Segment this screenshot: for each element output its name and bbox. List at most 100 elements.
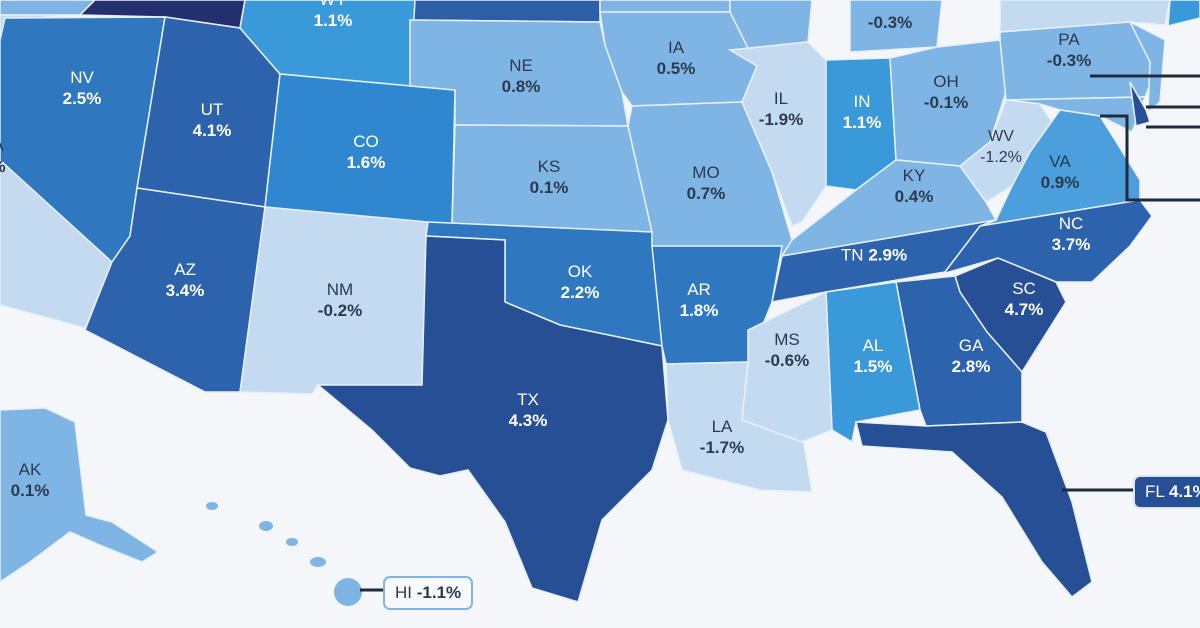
state-abbr: TN xyxy=(840,245,864,265)
state-abbr: OK xyxy=(567,262,593,281)
label-ar: AR 1.8% xyxy=(680,279,719,321)
label-ms: MS -0.6% xyxy=(765,329,809,371)
state-abbr: KS xyxy=(537,157,561,176)
state-value: -0.6% xyxy=(764,351,810,370)
label-il: IL -1.9% xyxy=(759,88,803,130)
state-abbr: NC xyxy=(1058,214,1084,233)
state-value: -0.3% xyxy=(867,13,913,32)
state-value: 0.7% xyxy=(686,184,726,203)
label-mi: MI-0.3% xyxy=(868,0,912,33)
label-va: VA 0.9% xyxy=(1041,151,1080,193)
label-ok: OK 2.2% xyxy=(561,261,600,303)
state-fl xyxy=(855,421,1093,599)
state-value: -0.1% xyxy=(923,93,969,112)
state-value: -0.3% xyxy=(1046,51,1092,70)
state-abbr: WY xyxy=(314,0,353,10)
state-value: 3.7% xyxy=(1051,235,1091,254)
state-value: 4.7% xyxy=(1004,300,1044,319)
label-az: AZ 3.4% xyxy=(166,259,205,301)
label-wy: WY1.1% xyxy=(314,0,353,31)
state-abbr: MO xyxy=(692,163,720,182)
state-value: % xyxy=(0,156,6,177)
state-abbr: PA xyxy=(1058,30,1080,49)
state-value: 1.6% xyxy=(346,153,386,172)
callout-hi: HI -1.1% xyxy=(383,576,474,610)
state-abbr: OH xyxy=(933,72,959,91)
state-abbr: HI xyxy=(395,583,412,602)
state-abbr: SC xyxy=(1012,279,1036,298)
state-abbr: IA xyxy=(667,38,685,57)
state-abbr: CO xyxy=(353,132,379,151)
state-tx xyxy=(315,235,669,603)
state-value: 0.4% xyxy=(894,187,934,206)
state-abbr: AR xyxy=(687,280,711,299)
state-or xyxy=(0,0,97,16)
label-co: CO 1.6% xyxy=(347,131,386,173)
state-mn xyxy=(599,0,731,13)
state-value: 4.3% xyxy=(508,411,548,430)
state-value: 1.1% xyxy=(313,11,353,30)
label-al: AL 1.5% xyxy=(854,335,893,377)
state-ne-region xyxy=(1167,0,1200,27)
label-ks: KS 0.1% xyxy=(530,156,569,198)
state-value: -1.9% xyxy=(758,110,804,129)
label-tn: TN 2.9% xyxy=(841,245,907,266)
state-ny xyxy=(999,0,1171,33)
state-abbr: KY xyxy=(902,166,926,185)
state-abbr: MS xyxy=(774,330,800,349)
state-abbr: WV xyxy=(988,128,1014,145)
label-ia: IA 0.5% xyxy=(657,37,696,79)
state-value: 0.1% xyxy=(529,178,569,197)
state-value: -0.2% xyxy=(317,301,363,320)
state-sd xyxy=(409,0,601,23)
state-value: -1.1% xyxy=(416,583,462,602)
state-ak xyxy=(0,407,160,583)
state-abbr: TX xyxy=(517,390,539,409)
state-value: 0.5% xyxy=(656,59,696,78)
state-de xyxy=(1129,81,1151,127)
label-sc: SC 4.7% xyxy=(1005,278,1044,320)
state-abbr: AZ xyxy=(174,260,196,279)
leader-lines xyxy=(360,74,1200,592)
label-wv: WV -1.2% xyxy=(980,126,1022,168)
state-abbr: A xyxy=(0,135,6,156)
label-tx: TX 4.3% xyxy=(509,389,548,431)
state-value: 2.8% xyxy=(951,357,991,376)
label-oh: OH -0.1% xyxy=(924,71,968,113)
state-value: 1.8% xyxy=(679,301,719,320)
state-abbr: NE xyxy=(509,56,533,75)
label-ky: KY 0.4% xyxy=(895,165,934,207)
callout-fl: FL 4.1% xyxy=(1133,475,1200,509)
state-abbr: IN xyxy=(853,92,871,111)
state-hi xyxy=(206,502,362,606)
label-nm: NM -0.2% xyxy=(318,279,362,321)
label-mo: MO 0.7% xyxy=(687,162,726,204)
state-value: 0.1% xyxy=(10,481,50,500)
label-ak: AK 0.1% xyxy=(11,459,50,501)
state-value: 2.5% xyxy=(62,89,102,108)
state-abbr: FL xyxy=(1145,482,1165,501)
state-abbr: AK xyxy=(18,460,42,479)
state-abbr: NM xyxy=(326,280,354,299)
label-nc: NC 3.7% xyxy=(1052,213,1091,255)
label-ga: GA 2.8% xyxy=(952,335,991,377)
label-in: IN 1.1% xyxy=(843,91,882,133)
state-ga xyxy=(895,275,1023,427)
state-abbr: NV xyxy=(70,68,94,87)
label-pa: PA -0.3% xyxy=(1047,29,1091,71)
state-value: 4.1% xyxy=(1168,482,1200,501)
state-value: 2.2% xyxy=(560,283,600,302)
state-abbr: IL xyxy=(773,89,789,108)
label-nv: NV 2.5% xyxy=(63,67,102,109)
label-ut: UT 4.1% xyxy=(193,99,232,141)
state-value: 1.1% xyxy=(842,113,882,132)
state-value: 0.8% xyxy=(501,77,541,96)
label-la: LA -1.7% xyxy=(700,416,744,458)
state-nc xyxy=(934,199,1153,283)
state-value: 0.9% xyxy=(1040,173,1080,192)
state-abbr: GA xyxy=(958,336,984,355)
state-ms xyxy=(741,290,833,443)
state-value: -1.2% xyxy=(980,149,1022,166)
